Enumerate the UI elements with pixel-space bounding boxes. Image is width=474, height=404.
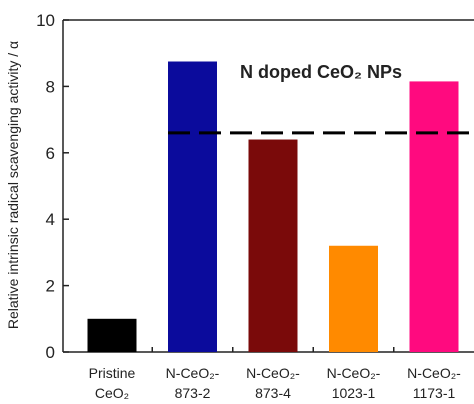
x-tick-label: Pristine — [89, 365, 136, 381]
x-tick-label: 1023-1 — [332, 385, 376, 401]
y-axis-label: Relative intrinsic radical scavenging ac… — [5, 41, 21, 329]
x-tick-label: 873-4 — [255, 385, 291, 401]
bar — [409, 81, 459, 353]
y-tick-label: 0 — [46, 343, 55, 362]
x-tick-label: N-CeO₂- — [246, 365, 300, 381]
y-tick-label: 2 — [46, 277, 55, 296]
x-tick-label: CeO₂ — [95, 385, 129, 401]
bar — [329, 245, 378, 352]
x-tick-label: N-CeO₂- — [166, 365, 220, 381]
x-tick-label: 873-2 — [175, 385, 211, 401]
y-tick-label: 8 — [46, 77, 55, 96]
y-tick-label: 6 — [46, 144, 55, 163]
bar — [87, 318, 137, 352]
x-tick-label: N-CeO₂- — [327, 365, 381, 381]
y-tick-label: 10 — [36, 11, 55, 30]
y-tick-label: 4 — [46, 210, 55, 229]
annotation: N doped CeO₂ NPs — [240, 62, 402, 82]
bar — [168, 61, 217, 352]
bar — [248, 139, 298, 352]
x-tick-label: N-CeO₂- — [407, 365, 461, 381]
x-tick-label: 1173-1 — [413, 385, 456, 401]
